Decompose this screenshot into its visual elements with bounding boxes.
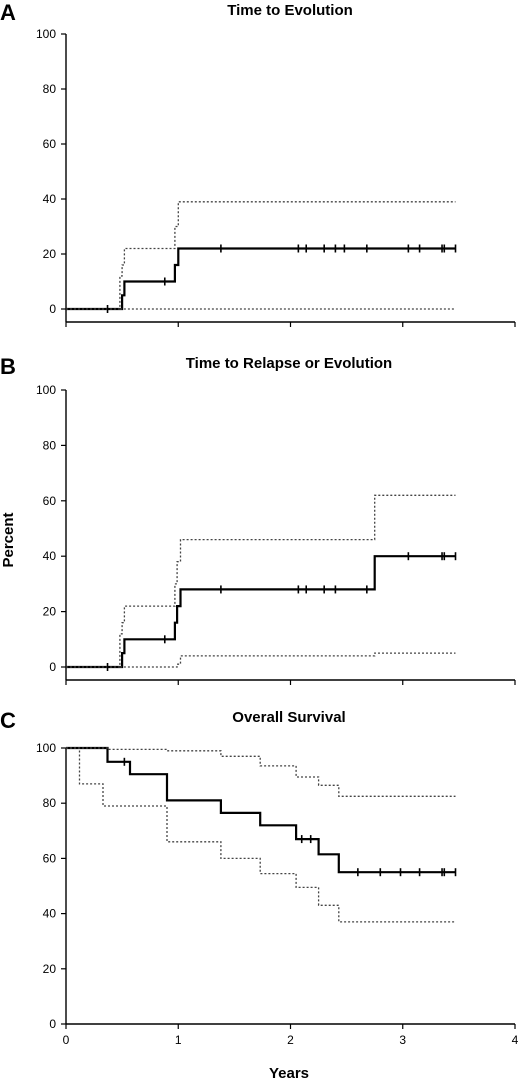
y-tick-label: 20 [43,962,57,976]
y-tick-label: 0 [49,660,56,674]
y-tick-label: 100 [36,741,56,755]
x-axis-title: Years [269,1065,309,1081]
panel-c-ci-lower-line [66,747,456,923]
panel-b-letter: B [0,354,16,379]
panel-c: C Overall Survival 0 20 40 60 80 100 0 1 2 3 4 [0,708,519,1047]
panel-b-title: Time to Relapse or Evolution [186,355,392,372]
panel-a: A Time to Evolution 0 20 40 60 80 100 [0,0,516,327]
panel-c-letter: C [0,708,16,733]
y-tick-label: 80 [43,438,57,452]
x-tick-label: 3 [399,1033,406,1047]
panel-b-ci-upper-line [66,494,456,668]
x-tick-label: 1 [175,1033,182,1047]
panel-c-ci-upper-line [66,747,456,797]
panel-a-letter: A [0,0,16,25]
y-tick-label: 100 [36,383,56,397]
y-tick-label: 20 [43,605,57,619]
y-tick-label: 0 [49,302,56,316]
y-tick-label: 60 [43,851,57,865]
x-tick-label: 0 [63,1033,70,1047]
y-tick-label: 20 [43,247,57,261]
panel-b-ci-lower-line [119,652,456,668]
panel-b-estimate-line [66,555,456,669]
y-tick-label: 60 [43,137,57,151]
y-tick-label: 40 [43,907,57,921]
x-tick-label: 2 [287,1033,294,1047]
y-tick-label: 80 [43,82,57,96]
y-tick-label: 60 [43,494,57,508]
y-tick-label: 80 [43,796,57,810]
panel-a-title: Time to Evolution [227,2,353,19]
panel-c-title: Overall Survival [232,709,345,726]
panel-c-estimate-line [66,746,456,874]
y-tick-label: 100 [36,27,56,41]
x-tick-label: 4 [512,1033,519,1047]
y-axis-title: Percent [0,512,17,567]
panel-b: B Time to Relapse or Evolution 0 20 40 60 80… [0,354,516,685]
panel-a-estimate-line [66,247,456,311]
y-tick-label: 0 [49,1017,56,1031]
panel-a-ci-upper-line [66,201,456,310]
y-tick-label: 40 [43,192,57,206]
y-tick-label: 40 [43,549,57,563]
